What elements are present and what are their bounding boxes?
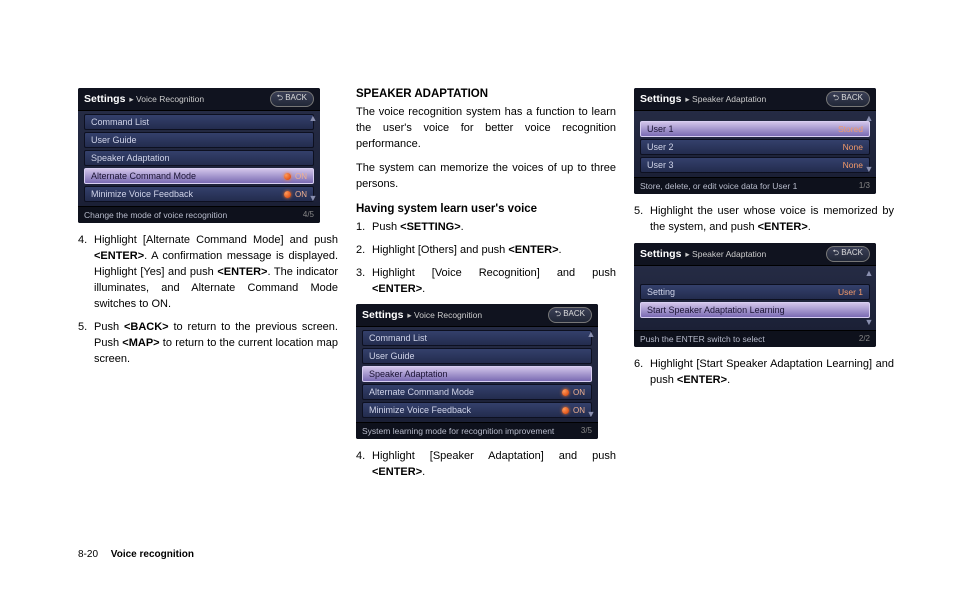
on-indicator-icon: [284, 191, 291, 198]
instruction-list: 1.Push <SETTING>. 2.Highlight [Others] a…: [356, 220, 616, 298]
column-2: SPEAKER ADAPTATION The voice recognition…: [356, 88, 616, 488]
screen-hint: System learning mode for recognition imp…: [362, 426, 554, 436]
instruction-list: 4.Highlight [Alternate Command Mode] and…: [78, 233, 338, 368]
scroll-arrows: ▲▼: [586, 327, 596, 422]
screen-hint: Store, delete, or edit voice data for Us…: [640, 181, 797, 191]
subsection-heading: Having system learn user's voice: [356, 203, 616, 215]
menu-row[interactable]: Minimize Voice FeedbackON: [362, 402, 592, 418]
step-text: Highlight [Others] and push <ENTER>.: [372, 243, 616, 259]
screen-title: Settings: [84, 93, 125, 105]
scroll-arrows: ▲▼: [308, 111, 318, 206]
menu-row[interactable]: SettingUser 1: [640, 284, 870, 300]
scroll-arrows: ▲▼: [864, 266, 874, 330]
back-button[interactable]: ⮌ BACK: [826, 91, 870, 107]
screen-page: 2/2: [859, 334, 870, 344]
menu-row[interactable]: Alternate Command ModeON: [362, 384, 592, 400]
instruction-list: 5.Highlight the user whose voice is memo…: [634, 204, 894, 236]
step-text: Push <BACK> to return to the previous sc…: [94, 320, 338, 368]
body-text: The voice recognition system has a funct…: [356, 105, 616, 153]
step-number: 4.: [356, 449, 372, 481]
menu-row[interactable]: User Guide: [362, 348, 592, 364]
screen-title: Settings: [362, 309, 403, 321]
step-number: 1.: [356, 220, 372, 236]
back-button[interactable]: ⮌ BACK: [826, 246, 870, 262]
column-3: Settings ▸ Speaker Adaptation ⮌ BACK User…: [634, 88, 894, 488]
step-text: Highlight the user whose voice is memori…: [650, 204, 894, 236]
step-number: 4.: [78, 233, 94, 313]
screenshot-voice-recognition-2: Settings ▸ Voice Recognition ⮌ BACK Comma…: [356, 304, 598, 439]
screen-title: Settings: [640, 248, 681, 260]
screenshot-speaker-adaptation-start: Settings ▸ Speaker Adaptation ⮌ BACK Sett…: [634, 243, 876, 347]
screen-breadcrumb: ▸ Speaker Adaptation: [685, 94, 766, 105]
back-button[interactable]: ⮌ BACK: [548, 307, 592, 323]
menu-row[interactable]: User 2None: [640, 139, 870, 155]
menu-row[interactable]: Command List: [84, 114, 314, 130]
section-name: Voice recognition: [111, 549, 194, 560]
step-number: 2.: [356, 243, 372, 259]
screen-breadcrumb: ▸ Speaker Adaptation: [685, 249, 766, 260]
screen-title: Settings: [640, 93, 681, 105]
column-1: Settings ▸ Voice Recognition ⮌ BACK Comma…: [78, 88, 338, 488]
body-text: The system can memorize the voices of up…: [356, 161, 616, 193]
screen-page: 1/3: [859, 181, 870, 191]
instruction-list: 4.Highlight [Speaker Adaptation] and pus…: [356, 449, 616, 481]
step-number: 5.: [634, 204, 650, 236]
on-indicator-icon: [284, 173, 291, 180]
menu-row[interactable]: Speaker Adaptation: [84, 150, 314, 166]
screenshot-speaker-adaptation-users: Settings ▸ Speaker Adaptation ⮌ BACK User…: [634, 88, 876, 194]
screen-page: 4/5: [303, 210, 314, 220]
step-text: Highlight [Alternate Command Mode] and p…: [94, 233, 338, 313]
instruction-list: 6.Highlight [Start Speaker Adaptation Le…: [634, 357, 894, 389]
section-heading: SPEAKER ADAPTATION: [356, 88, 616, 100]
on-indicator-icon: [562, 407, 569, 414]
screen-breadcrumb: ▸ Voice Recognition: [407, 310, 482, 321]
page-footer: 8-20 Voice recognition: [78, 549, 194, 560]
menu-row[interactable]: User 3None: [640, 157, 870, 173]
menu-row-selected[interactable]: User 1Stored: [640, 121, 870, 137]
step-number: 5.: [78, 320, 94, 368]
menu-row-selected[interactable]: Speaker Adaptation: [362, 366, 592, 382]
step-text: Highlight [Start Speaker Adaptation Lear…: [650, 357, 894, 389]
menu-row-selected[interactable]: Alternate Command ModeON: [84, 168, 314, 184]
screen-hint: Change the mode of voice recognition: [84, 210, 227, 220]
step-number: 6.: [634, 357, 650, 389]
menu-row[interactable]: User Guide: [84, 132, 314, 148]
step-text: Highlight [Voice Recognition] and push <…: [372, 266, 616, 298]
menu-row[interactable]: Minimize Voice FeedbackON: [84, 186, 314, 202]
menu-row-selected[interactable]: Start Speaker Adaptation Learning: [640, 302, 870, 318]
screen-page: 3/5: [581, 426, 592, 436]
step-number: 3.: [356, 266, 372, 298]
page-number: 8-20: [78, 549, 98, 560]
screenshot-voice-recognition-1: Settings ▸ Voice Recognition ⮌ BACK Comma…: [78, 88, 320, 223]
screen-breadcrumb: ▸ Voice Recognition: [129, 94, 204, 105]
scroll-arrows: ▲▼: [864, 111, 874, 177]
on-indicator-icon: [562, 389, 569, 396]
screen-hint: Push the ENTER switch to select: [640, 334, 765, 344]
back-button[interactable]: ⮌ BACK: [270, 91, 314, 107]
menu-row[interactable]: Command List: [362, 330, 592, 346]
page-columns: Settings ▸ Voice Recognition ⮌ BACK Comma…: [78, 88, 894, 488]
step-text: Push <SETTING>.: [372, 220, 616, 236]
step-text: Highlight [Speaker Adaptation] and push …: [372, 449, 616, 481]
